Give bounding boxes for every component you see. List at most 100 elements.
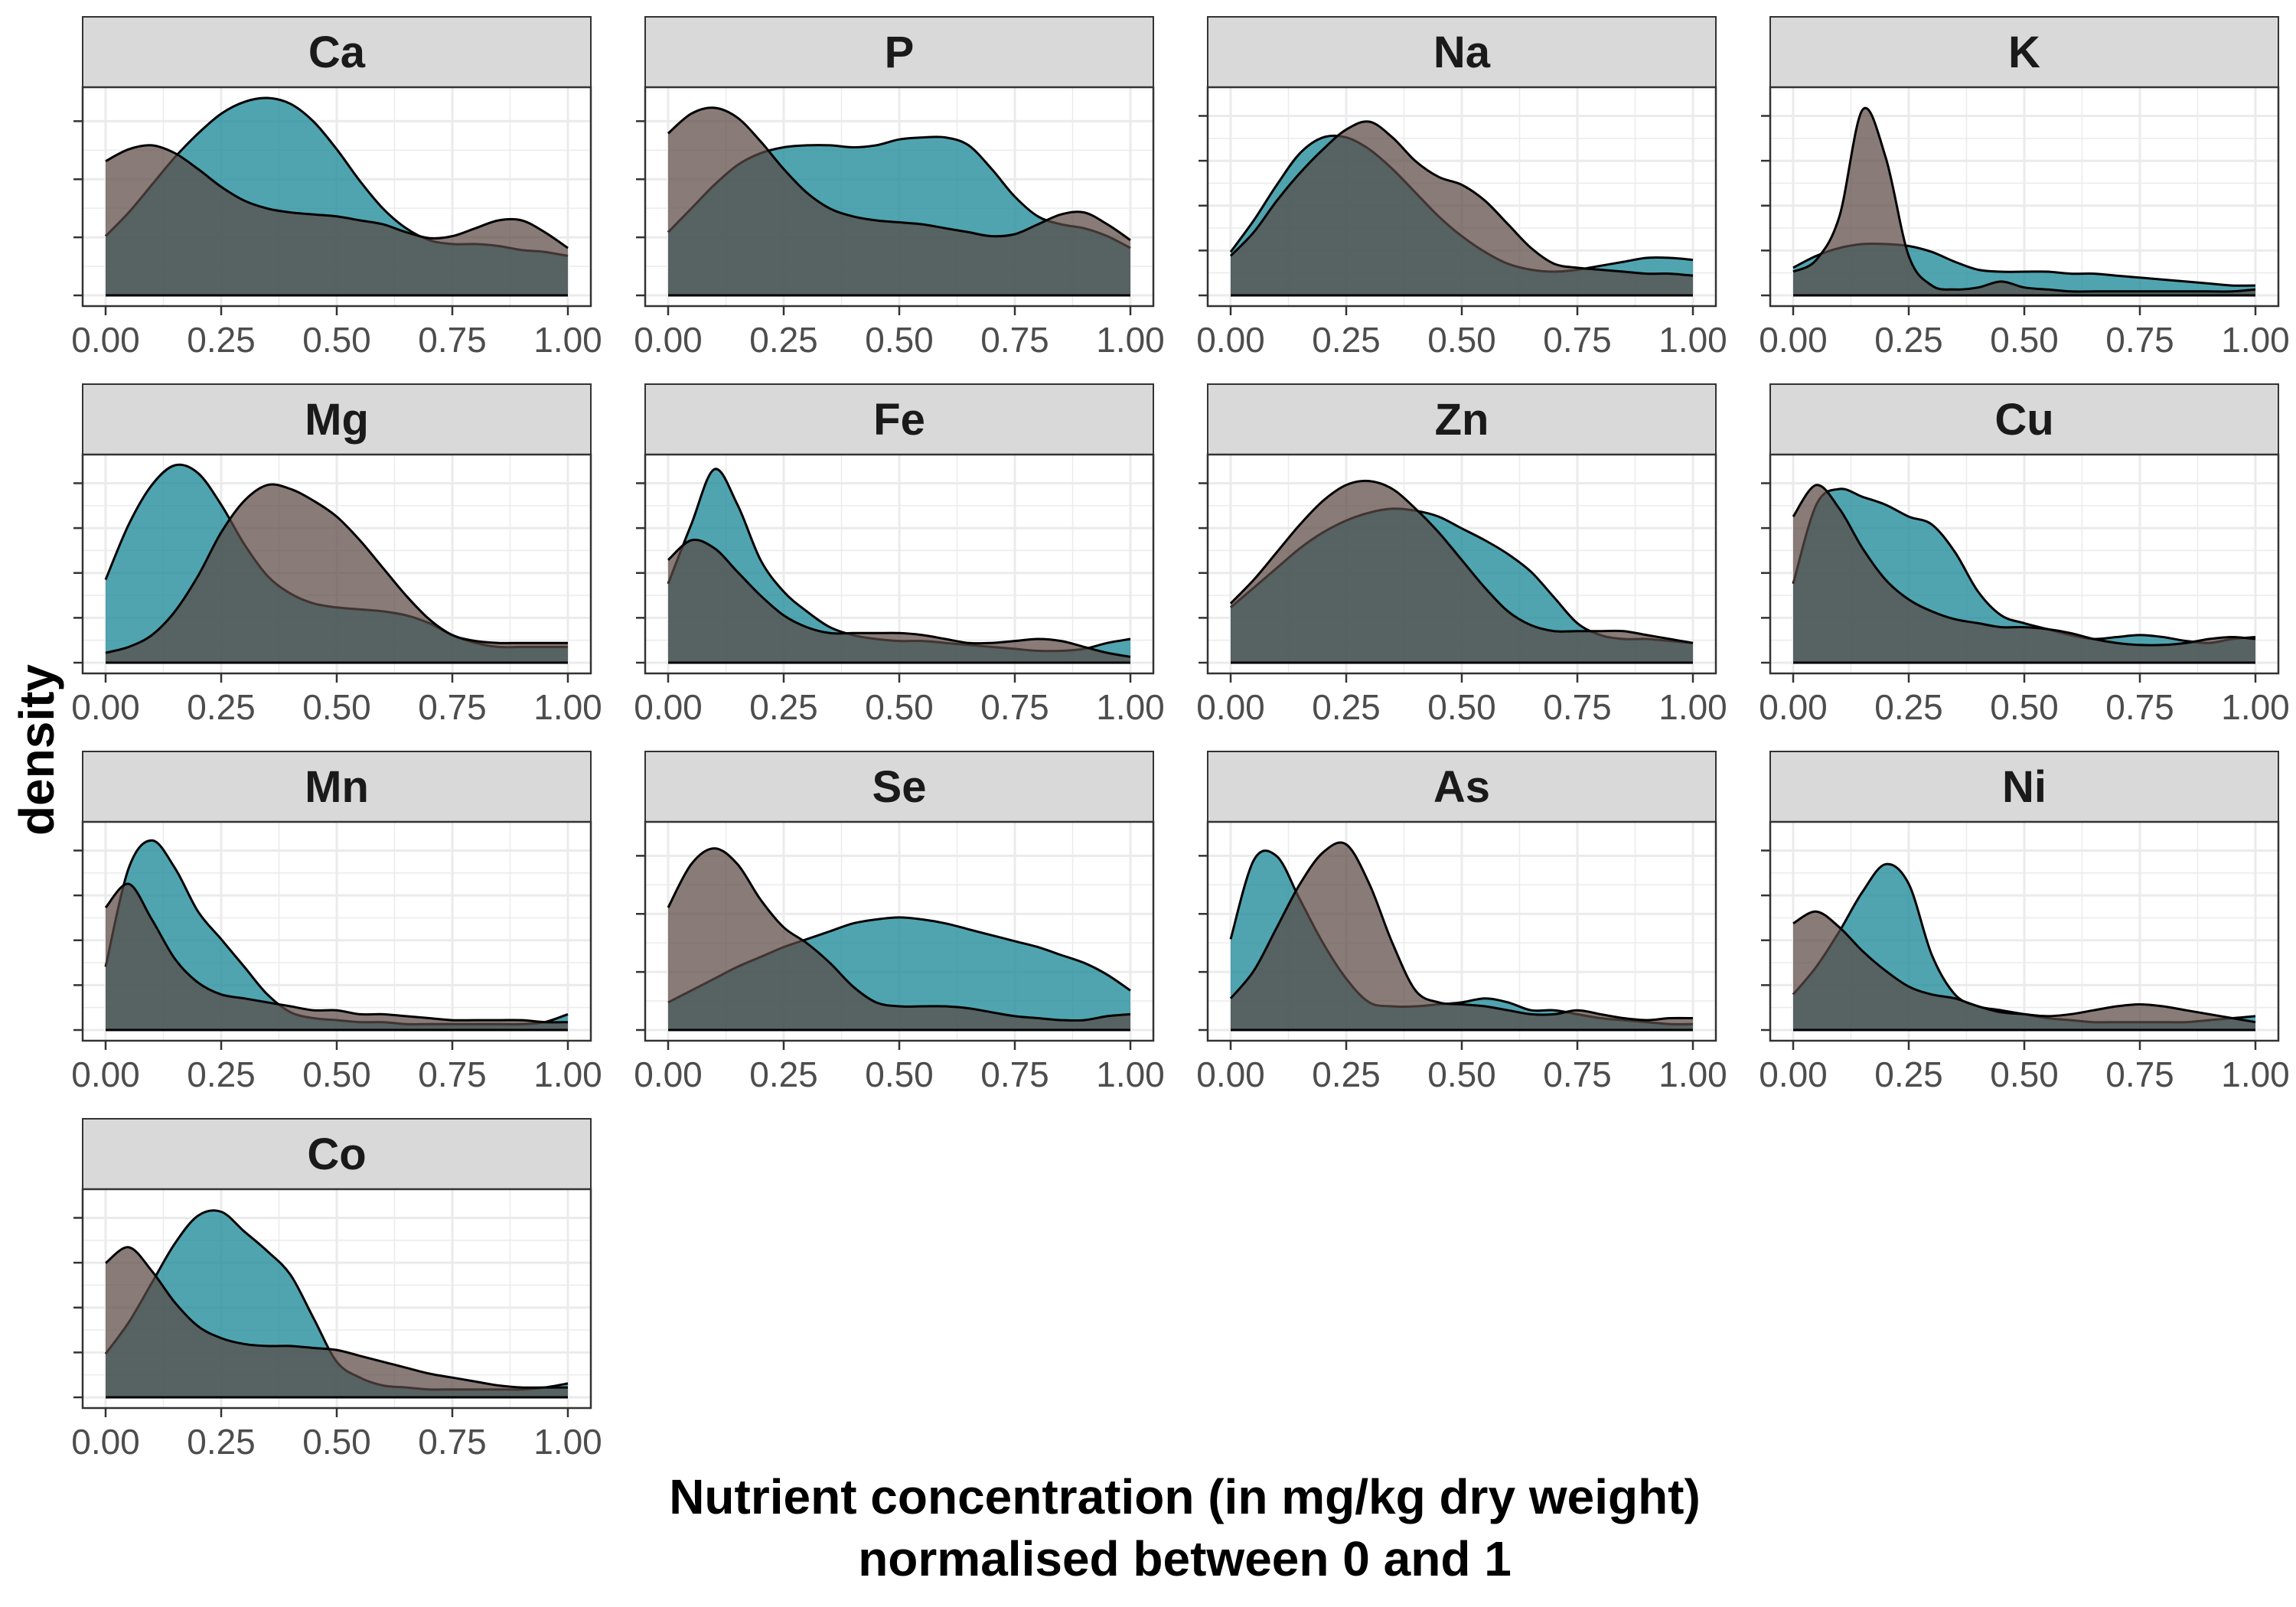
density-outline-series-2 (1229, 841, 1694, 1022)
x-tick-label: 0.50 (302, 1422, 371, 1462)
facet-strip (1207, 751, 1717, 823)
x-tick-label: 0.25 (187, 1054, 256, 1094)
facet-panel-ni: Ni 0.00 0.25 0.50 0.75 1.00 (1759, 751, 2290, 1094)
facet-panel-mg: Mg 0.00 0.25 0.50 0.75 1.00 (71, 383, 602, 727)
x-tick-label: 0.25 (1312, 687, 1381, 727)
x-tick-label: 1.00 (2221, 320, 2290, 360)
x-tick-label: 0.50 (302, 687, 371, 727)
x-tick-label: 0.50 (1990, 1054, 2059, 1094)
density-area-series-2 (1793, 484, 2255, 663)
x-tick-label: 1.00 (1096, 1054, 1165, 1094)
x-tick-label: 0.00 (634, 1054, 703, 1094)
x-tick-label: 0.00 (1759, 320, 1828, 360)
density-outline-series-2 (1792, 484, 2256, 647)
facet-panel-mn: Mn 0.00 0.25 0.50 0.75 1.00 (71, 751, 602, 1094)
facet-strip (1769, 751, 2279, 823)
x-tick-label: 0.00 (1196, 1054, 1265, 1094)
facet-strip (82, 1118, 592, 1190)
x-tick-label: 0.50 (302, 1054, 371, 1094)
density-outline-series-1 (1792, 487, 2256, 644)
facet-strip-label: As (1433, 762, 1490, 812)
density-outline-series-2 (667, 847, 1131, 1022)
x-tick-label: 1.00 (1658, 687, 1727, 727)
density-outline-series-2 (105, 144, 569, 249)
x-tick-label: 0.75 (418, 1422, 487, 1462)
density-area-series-2 (1793, 911, 2255, 1030)
x-tick-label: 0.25 (187, 1422, 256, 1462)
x-tick-label: 0.75 (1543, 687, 1612, 727)
x-tick-label: 0.25 (749, 1054, 818, 1094)
x-tick-label: 0.75 (980, 320, 1049, 360)
x-tick-label: 0.75 (418, 687, 487, 727)
x-tick-label: 0.50 (865, 687, 934, 727)
facet-panel-na: Na 0.00 0.25 0.50 0.75 1.00 (1196, 16, 1727, 360)
density-outline-series-2 (667, 106, 1131, 242)
facet-panel-p: P 0.00 0.25 0.50 0.75 1.00 (634, 16, 1165, 360)
x-tick-label: 0.00 (1196, 687, 1265, 727)
density-area-series-2 (668, 848, 1130, 1030)
facet-panel-fe: Fe 0.00 0.25 0.50 0.75 1.00 (634, 383, 1165, 727)
x-tick-label: 0.50 (1990, 687, 2059, 727)
x-tick-label: 1.00 (533, 320, 602, 360)
x-tick-label: 0.25 (187, 320, 256, 360)
facet-strip (82, 751, 592, 823)
x-tick-label: 1.00 (1096, 687, 1165, 727)
facet-panel-as: As 0.00 0.25 0.50 0.75 1.00 (1196, 751, 1727, 1094)
density-area-series-2 (668, 539, 1130, 663)
facet-strip-label: K (2008, 28, 2040, 77)
x-tick-label: 0.00 (71, 1422, 140, 1462)
facet-strip (644, 16, 1154, 88)
x-tick-label: 0.25 (1874, 687, 1943, 727)
x-axis-title-line-1: Nutrient concentration (in mg/kg dry wei… (669, 1469, 1701, 1524)
x-tick-label: 0.25 (1874, 1054, 1943, 1094)
density-area-series-1 (106, 840, 568, 1030)
facet-panel-cu: Cu 0.00 0.25 0.50 0.75 1.00 (1759, 383, 2290, 727)
x-tick-label: 0.00 (634, 320, 703, 360)
density-outline-series-2 (1229, 120, 1694, 277)
x-tick-label: 0.50 (1427, 320, 1496, 360)
facet-strip-label: Cu (1994, 395, 2053, 445)
facet-strip-label: P (885, 28, 915, 77)
x-tick-label: 1.00 (2221, 687, 2290, 727)
x-tick-label: 0.75 (1543, 320, 1612, 360)
x-tick-label: 0.75 (418, 1054, 487, 1094)
facet-strip-label: Mn (305, 762, 369, 812)
x-tick-label: 0.75 (2105, 1054, 2174, 1094)
x-axis-title-line-2: normalised between 0 and 1 (858, 1531, 1512, 1586)
facet-strip (1769, 383, 2279, 455)
x-tick-label: 0.25 (749, 320, 818, 360)
x-tick-label: 1.00 (1658, 320, 1727, 360)
x-tick-label: 1.00 (1096, 320, 1165, 360)
x-tick-label: 0.50 (302, 320, 371, 360)
facet-strip-label: Zn (1435, 395, 1489, 445)
x-tick-label: 0.75 (1543, 1054, 1612, 1094)
x-tick-label: 0.50 (865, 320, 934, 360)
density-area-series-2 (1231, 481, 1693, 663)
facet-panel-k: K 0.00 0.25 0.50 0.75 1.00 (1759, 16, 2290, 360)
density-outline-series-2 (105, 1246, 568, 1389)
density-area-series-2 (1231, 842, 1693, 1030)
x-tick-label: 0.75 (980, 1054, 1049, 1094)
x-tick-label: 1.00 (533, 1054, 602, 1094)
facet-strip (82, 383, 592, 455)
density-area-series-2 (106, 484, 568, 663)
density-area-series-2 (668, 107, 1130, 295)
x-tick-label: 0.00 (71, 320, 140, 360)
x-tick-label: 0.00 (71, 687, 140, 727)
facet-panel-se: Se 0.00 0.25 0.50 0.75 1.00 (634, 751, 1165, 1094)
x-tick-label: 1.00 (1658, 1054, 1727, 1094)
density-outline-series-2 (667, 538, 1131, 658)
x-tick-label: 0.50 (865, 1054, 934, 1094)
x-tick-label: 0.50 (1427, 1054, 1496, 1094)
density-area-series-2 (106, 1247, 568, 1397)
x-tick-label: 0.25 (1312, 1054, 1381, 1094)
density-outline-series-2 (1229, 479, 1694, 644)
facet-panel-zn: Zn 0.00 0.25 0.50 0.75 1.00 (1196, 383, 1727, 727)
density-area-series-2 (1793, 108, 2255, 295)
x-tick-label: 0.75 (2105, 687, 2174, 727)
facet-strip-label: Na (1433, 28, 1491, 77)
x-tick-label: 0.75 (980, 687, 1049, 727)
x-tick-label: 0.50 (1990, 320, 2059, 360)
facet-strip (1207, 16, 1717, 88)
density-area-series-2 (106, 883, 568, 1030)
